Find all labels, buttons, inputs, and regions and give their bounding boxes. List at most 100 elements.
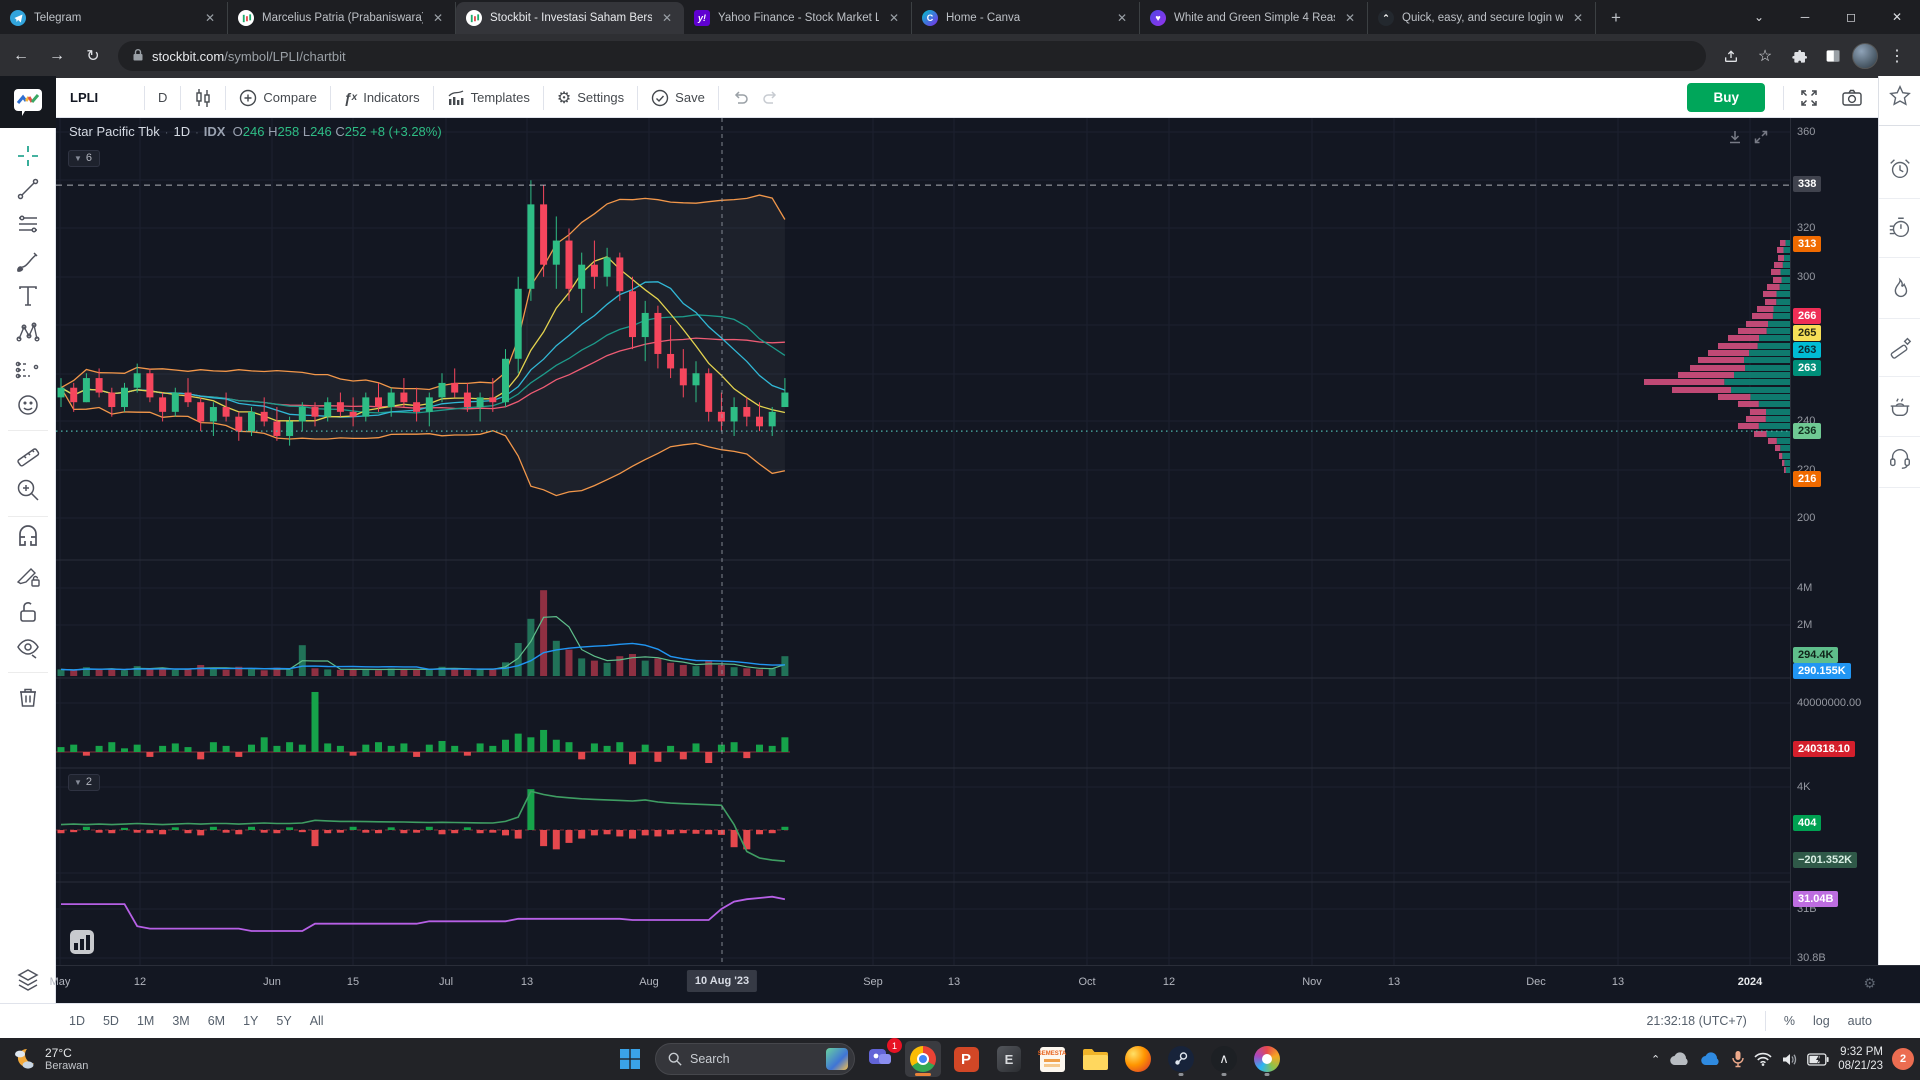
- n-app[interactable]: ∧: [1206, 1041, 1242, 1077]
- delete-drawings-tool-icon[interactable]: [14, 683, 42, 711]
- window-close-button[interactable]: ✕: [1891, 10, 1903, 24]
- onedrive-blue-icon[interactable]: [1700, 1051, 1722, 1067]
- watchlist-star-icon[interactable]: [1879, 67, 1920, 126]
- browser-tab-5[interactable]: ♥ White and Green Simple 4 Reas ✕: [1140, 2, 1368, 34]
- wifi-icon[interactable]: [1754, 1052, 1772, 1066]
- bookmark-star-icon[interactable]: ☆: [1757, 48, 1773, 65]
- tray-chevron-up-icon[interactable]: ⌃: [1651, 1053, 1661, 1066]
- forecast-tool-icon[interactable]: [14, 356, 42, 384]
- fullscreen-button[interactable]: [1792, 89, 1826, 107]
- crosshair-tool-icon[interactable]: [14, 142, 42, 170]
- percent-scale-button[interactable]: %: [1783, 1014, 1795, 1028]
- powerpoint-app[interactable]: P: [948, 1041, 984, 1077]
- buy-button[interactable]: Buy: [1687, 83, 1765, 112]
- onedrive-gray-icon[interactable]: [1669, 1051, 1691, 1067]
- chevron-down-icon[interactable]: ⌄: [1753, 10, 1765, 24]
- price-axis[interactable]: 360 320 300 240 220 200 4M 2M 40000000.00 4K 31B 30…: [1790, 118, 1878, 965]
- taskbar-clock[interactable]: 9:32 PM 08/21/23: [1838, 1045, 1883, 1073]
- tab-close-icon[interactable]: ✕: [1344, 11, 1355, 25]
- hide-drawings-tool-icon[interactable]: [14, 634, 42, 662]
- speaker-icon[interactable]: [1781, 1052, 1798, 1067]
- window-restore-button[interactable]: ◻: [1846, 10, 1856, 24]
- auto-scale-button[interactable]: auto: [1847, 1014, 1872, 1028]
- chrome-app[interactable]: [905, 1041, 941, 1077]
- tab-close-icon[interactable]: ✕: [1116, 11, 1127, 25]
- browser-tab-4[interactable]: C Home - Canva ✕: [912, 2, 1140, 34]
- time-axis[interactable]: May 12 Jun 15 Jul 13 Aug Sep 13 Oct 12 Nov 13 Dec 13 20…: [50, 965, 1920, 1003]
- clock[interactable]: 21:32:18 (UTC+7): [1646, 1014, 1747, 1028]
- object-tree-tool-icon[interactable]: [14, 966, 42, 994]
- range-button-all[interactable]: All: [309, 1014, 324, 1028]
- notification-count-badge[interactable]: 2: [1892, 1048, 1914, 1070]
- ruler-tool-icon[interactable]: [14, 439, 42, 467]
- side-panel-icon[interactable]: [1818, 41, 1848, 71]
- support-headset-icon[interactable]: [1879, 429, 1920, 488]
- browser-tab-3[interactable]: y! Yahoo Finance - Stock Market Li ✕: [684, 2, 912, 34]
- sessions-timer-icon[interactable]: [1879, 199, 1920, 258]
- range-button-1m[interactable]: 1M: [136, 1014, 155, 1028]
- tab-close-icon[interactable]: ✕: [888, 11, 899, 25]
- emoji-tool-icon[interactable]: [14, 391, 42, 419]
- undo-button[interactable]: [719, 78, 762, 117]
- epic-games-app[interactable]: E: [991, 1041, 1027, 1077]
- taskbar-weather-widget[interactable]: 27°C Berawan: [10, 1045, 88, 1073]
- back-button[interactable]: ←: [13, 47, 29, 64]
- brush-tool-icon[interactable]: [14, 247, 42, 275]
- reload-button[interactable]: ↻: [86, 48, 100, 65]
- xabcd-pattern-tool-icon[interactable]: [14, 319, 42, 347]
- range-button-5d[interactable]: 5D: [102, 1014, 119, 1028]
- range-button-1y[interactable]: 1Y: [243, 1014, 259, 1028]
- fib-retracement-tool-icon[interactable]: [14, 210, 42, 238]
- range-button-6m[interactable]: 6M: [207, 1014, 226, 1028]
- browser-tab-1[interactable]: Marcelius Patria (Prabaniswara) ✕: [228, 2, 456, 34]
- browser-tab-0[interactable]: Telegram ✕: [0, 2, 228, 34]
- window-minimize-button[interactable]: ─: [1800, 10, 1810, 24]
- price-chart[interactable]: [56, 118, 1790, 965]
- microphone-icon[interactable]: [1731, 1050, 1745, 1068]
- chart-canvas[interactable]: Star Pacific Tbk · 1D · IDX O246 H258 L246 C…: [56, 118, 1790, 965]
- log-scale-button[interactable]: log: [1812, 1014, 1830, 1028]
- text-tool-icon[interactable]: [14, 282, 42, 310]
- lock-all-tool-icon[interactable]: [14, 598, 42, 626]
- maximize-pane-icon[interactable]: [1750, 126, 1772, 148]
- firefox-app[interactable]: [1120, 1041, 1156, 1077]
- trend-line-tool-icon[interactable]: [14, 175, 42, 203]
- taskbar-search[interactable]: Search: [655, 1043, 855, 1075]
- alerts-clock-icon[interactable]: [1879, 140, 1920, 199]
- templates-button[interactable]: Templates: [434, 78, 543, 117]
- ideas-pot-icon[interactable]: [1879, 378, 1920, 437]
- stockbit-logo[interactable]: [0, 76, 56, 128]
- collapsed-indicators-button[interactable]: ▼ 6: [68, 150, 101, 167]
- range-button-3m[interactable]: 3M: [172, 1014, 190, 1028]
- browser-menu-icon[interactable]: ⋮: [1889, 48, 1905, 65]
- redo-button[interactable]: [762, 78, 792, 117]
- tab-close-icon[interactable]: ✕: [204, 11, 215, 25]
- zoom-in-tool-icon[interactable]: [14, 476, 42, 504]
- range-button-1d[interactable]: 1D: [69, 1014, 85, 1028]
- scroll-to-recent-icon[interactable]: [1724, 126, 1746, 148]
- snapshot-camera-button[interactable]: [1834, 89, 1870, 106]
- semesta-app[interactable]: SEMESTA: [1034, 1041, 1070, 1077]
- tab-close-icon[interactable]: ✕: [1572, 11, 1583, 25]
- browser-tab-2[interactable]: Stockbit - Investasi Saham Bersa ✕: [456, 2, 684, 34]
- tab-close-icon[interactable]: ✕: [432, 11, 443, 25]
- magnet-tool-icon[interactable]: [14, 525, 42, 553]
- new-tab-button[interactable]: +: [1611, 8, 1621, 27]
- tradingview-logo[interactable]: [70, 930, 94, 954]
- teams-chat-app[interactable]: 1: [862, 1038, 902, 1077]
- hotlist-flame-icon[interactable]: [1879, 260, 1920, 319]
- browser-tab-6[interactable]: ⌃ Quick, easy, and secure login wi ✕: [1368, 2, 1596, 34]
- profile-avatar[interactable]: [1852, 43, 1878, 69]
- share-icon[interactable]: [1716, 41, 1746, 71]
- extensions-icon[interactable]: [1784, 41, 1814, 71]
- address-bar[interactable]: stockbit.com/symbol/LPLI/chartbit: [118, 41, 1706, 71]
- chart-type-button[interactable]: [181, 78, 225, 117]
- save-button[interactable]: Save: [638, 78, 718, 117]
- collapsed-indicators-button-2[interactable]: ▼ 2: [68, 774, 101, 791]
- timezone-gear-icon[interactable]: ⚙: [1863, 975, 1876, 991]
- symbol-name[interactable]: Star Pacific Tbk: [69, 124, 160, 139]
- start-button[interactable]: [612, 1041, 648, 1077]
- steam-app[interactable]: [1163, 1041, 1199, 1077]
- interval-button[interactable]: D: [158, 90, 168, 105]
